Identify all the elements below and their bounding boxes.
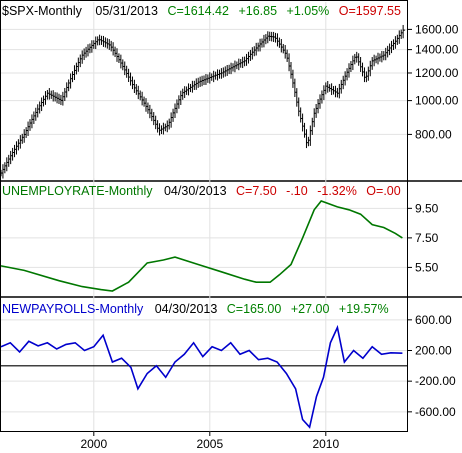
payrolls-panel: 600.00 200.00 -200.00 -600.00 NEWPAYROLLS-M… (0, 296, 456, 433)
spx-date: 05/31/2013 (95, 4, 158, 18)
unemployment-tick-label: 5.50 (415, 260, 439, 274)
payrolls-gridlines (1, 296, 407, 433)
unemployment-tick-label: 9.50 (415, 201, 439, 215)
x-tick-label: 2010 (312, 437, 339, 451)
unemployment-panel: 9.50 7.50 5.50 UNEMPLOYRATE-Monthly 04/30/… (0, 178, 439, 296)
spx-panel: 1600.00 1400.00 1200.00 1000.00 800.00 $SPX-… (0, 2, 459, 180)
payrolls-title: NEWPAYROLLS-Monthly (2, 302, 144, 316)
unemployment-tick-label: 7.50 (415, 231, 439, 245)
spx-y-axis: 1600.00 1400.00 1200.00 1000.00 800.00 (407, 22, 459, 141)
spx-close: C=1614.42 (167, 4, 229, 18)
payrolls-date: 04/30/2013 (155, 302, 218, 316)
spx-tick-label: 1600.00 (415, 22, 459, 36)
unemployment-pct: -1.32% (317, 184, 357, 198)
x-axis: 2000 2005 2010 (80, 431, 339, 451)
unemployment-series-line (0, 200, 403, 292)
payrolls-series-line (0, 324, 403, 429)
spx-tick-label: 1200.00 (415, 66, 459, 80)
unemployment-date: 04/30/2013 (164, 184, 227, 198)
unemployment-y-axis: 9.50 7.50 5.50 (407, 201, 439, 274)
x-tick-label: 2000 (80, 437, 107, 451)
spx-open: O=1597.55 (339, 4, 401, 18)
unemployment-open: O=.00 (366, 184, 400, 198)
spx-ohlc-series (0, 24, 406, 179)
spx-change: +16.85 (238, 4, 277, 18)
spx-title: $SPX-Monthly (2, 4, 83, 18)
payrolls-tick-label: 200.00 (415, 344, 452, 358)
x-tick-label: 2005 (196, 437, 223, 451)
unemployment-title: UNEMPLOYRATE-Monthly (2, 184, 153, 198)
payrolls-tick-label: 600.00 (415, 313, 452, 327)
unemployment-close: C=7.50 (236, 184, 277, 198)
spx-tick-label: 800.00 (415, 127, 452, 141)
payrolls-y-axis: 600.00 200.00 -200.00 -600.00 (407, 313, 456, 419)
payrolls-pct: +19.57% (339, 302, 389, 316)
spx-gridlines (1, 2, 407, 180)
spx-tick-label: 1000.00 (415, 94, 459, 108)
payrolls-tick-label: -600.00 (415, 405, 456, 419)
unemployment-gridlines (1, 178, 407, 296)
spx-pct: +1.05% (287, 4, 330, 18)
unemployment-header: UNEMPLOYRATE-Monthly 04/30/2013 C=7.50 -… (2, 184, 401, 198)
payrolls-tick-label: -200.00 (415, 374, 456, 388)
spx-tick-label: 1400.00 (415, 43, 459, 57)
unemployment-change: -.10 (286, 184, 308, 198)
spx-header: $SPX-Monthly 05/31/2013 C=1614.42 +16.85… (2, 4, 401, 18)
payrolls-header: NEWPAYROLLS-Monthly 04/30/2013 C=165.00 … (2, 302, 389, 316)
payrolls-close: C=165.00 (227, 302, 282, 316)
plot-border (0, 0, 408, 432)
payrolls-change: +27.00 (291, 302, 330, 316)
